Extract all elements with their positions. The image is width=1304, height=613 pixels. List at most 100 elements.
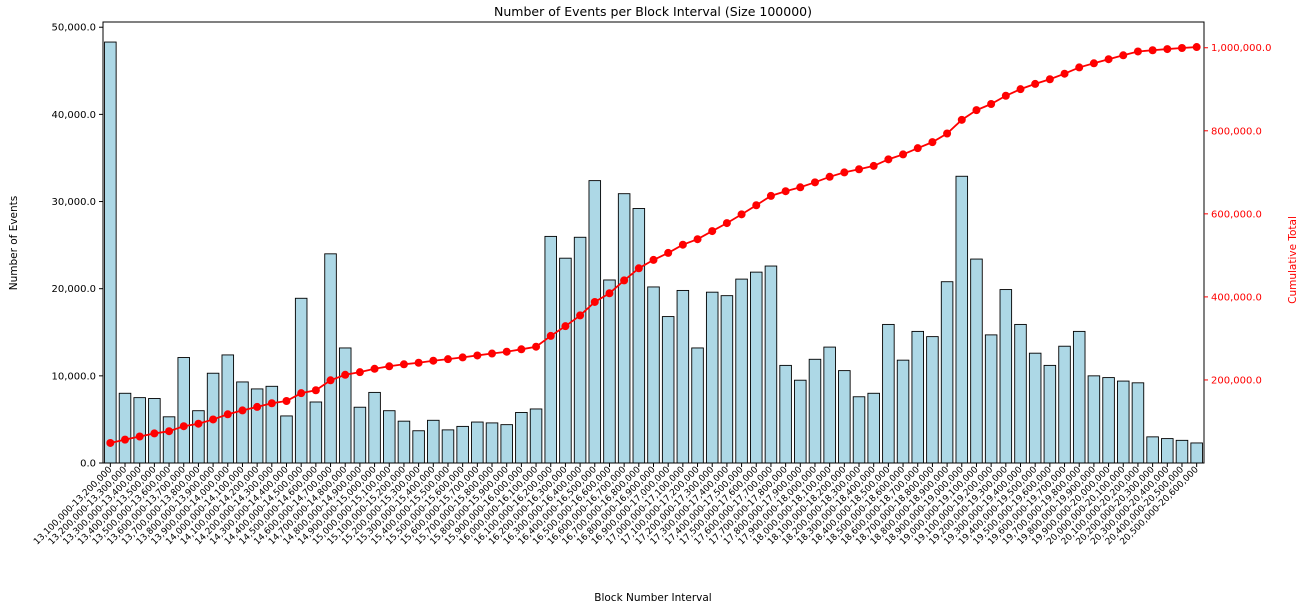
bar: [1190, 442, 1203, 464]
cumulative-point: [884, 155, 893, 164]
cumulative-point: [1148, 46, 1157, 55]
cumulative-point: [957, 115, 966, 124]
bar: [1161, 438, 1174, 464]
cumulative-point: [943, 129, 952, 138]
bar: [882, 323, 895, 464]
bar: [412, 430, 425, 464]
bar: [353, 406, 367, 464]
cumulative-point: [634, 264, 643, 273]
cumulative-point: [1163, 45, 1172, 54]
bar: [705, 291, 719, 464]
cumulative-point: [546, 331, 555, 340]
cumulative-point: [414, 358, 423, 367]
cumulative-point: [825, 172, 834, 181]
cumulative-point: [1031, 79, 1040, 88]
bar: [764, 265, 778, 464]
bar: [118, 392, 132, 464]
bar: [1058, 345, 1071, 464]
bar: [221, 354, 235, 464]
cumulative-point: [810, 178, 819, 187]
bar: [617, 193, 631, 464]
bar: [970, 258, 983, 464]
bar: [383, 410, 396, 464]
cumulative-point: [267, 399, 276, 408]
bar: [838, 370, 851, 464]
cumulative-point: [223, 410, 232, 419]
bar: [177, 357, 190, 464]
cumulative-point: [326, 376, 335, 385]
bar: [940, 281, 954, 464]
cumulative-point: [737, 210, 746, 219]
cumulative-point: [1001, 91, 1010, 100]
bar: [750, 271, 763, 464]
bar: [676, 289, 690, 464]
bar: [1014, 323, 1027, 464]
bar: [823, 346, 836, 464]
cumulative-point: [532, 342, 541, 351]
cumulative-point: [1060, 69, 1069, 78]
y-tick-label-right: 1,000,000.0: [1211, 43, 1271, 54]
y-tick-label-left: 10,000.0: [51, 371, 96, 382]
cumulative-point: [1119, 51, 1128, 60]
bar: [162, 416, 176, 464]
cumulative-point: [458, 353, 467, 362]
cumulative-point: [605, 289, 614, 298]
y-tick-label-left: 0.0: [80, 459, 96, 470]
cumulative-point: [121, 435, 130, 444]
bar: [1131, 382, 1145, 464]
bar: [280, 415, 293, 464]
cumulative-point: [282, 397, 291, 406]
bar: [779, 364, 792, 464]
bar: [867, 392, 880, 464]
cumulative-point: [165, 427, 174, 436]
cumulative-point: [620, 276, 629, 285]
cumulative-point: [1177, 43, 1186, 52]
bar: [1072, 330, 1086, 464]
chart-title: Number of Events per Block Interval (Siz…: [494, 4, 812, 19]
bar: [1028, 352, 1042, 464]
bar: [632, 208, 646, 464]
bar: [999, 289, 1013, 464]
y-tick-label-left: 40,000.0: [51, 110, 96, 121]
bar: [471, 421, 484, 464]
cumulative-point: [488, 349, 497, 358]
cumulative-point: [253, 402, 262, 411]
bar: [808, 358, 822, 464]
y-tick-label-right: 600,000.0: [1211, 209, 1262, 220]
bar: [735, 278, 748, 464]
cumulative-point: [722, 219, 731, 228]
bar: [485, 422, 499, 464]
cumulative-point: [899, 150, 908, 159]
bar: [529, 408, 543, 464]
cumulative-point: [135, 432, 144, 441]
bar: [324, 253, 337, 464]
bar: [427, 419, 440, 464]
bar: [661, 316, 675, 464]
bar: [236, 381, 249, 464]
cumulative-point: [1045, 75, 1054, 84]
cumulative-point: [370, 364, 379, 373]
y-axis-label-left: Number of Events: [8, 196, 20, 291]
cumulative-point: [1016, 85, 1025, 94]
bar: [338, 347, 352, 464]
cumulative-point: [311, 386, 320, 395]
bar: [250, 388, 264, 464]
bar: [397, 420, 411, 464]
cumulative-point: [781, 187, 790, 196]
plot-area: 0.0 10,000.0 20,000.0 30,000.0 40,000.0 50,00…: [32, 21, 1271, 547]
cumulative-point: [649, 255, 658, 264]
bar: [294, 297, 308, 464]
bar: [794, 379, 807, 464]
bar: [104, 41, 117, 464]
bar: [647, 286, 660, 464]
cumulative-point: [443, 355, 452, 364]
bar: [192, 410, 205, 464]
bar: [1117, 380, 1130, 464]
bar: [691, 347, 704, 464]
bar: [309, 401, 323, 464]
y-tick-label-left: 20,000.0: [51, 284, 96, 295]
bar: [852, 396, 866, 464]
cumulative-point: [473, 351, 482, 360]
